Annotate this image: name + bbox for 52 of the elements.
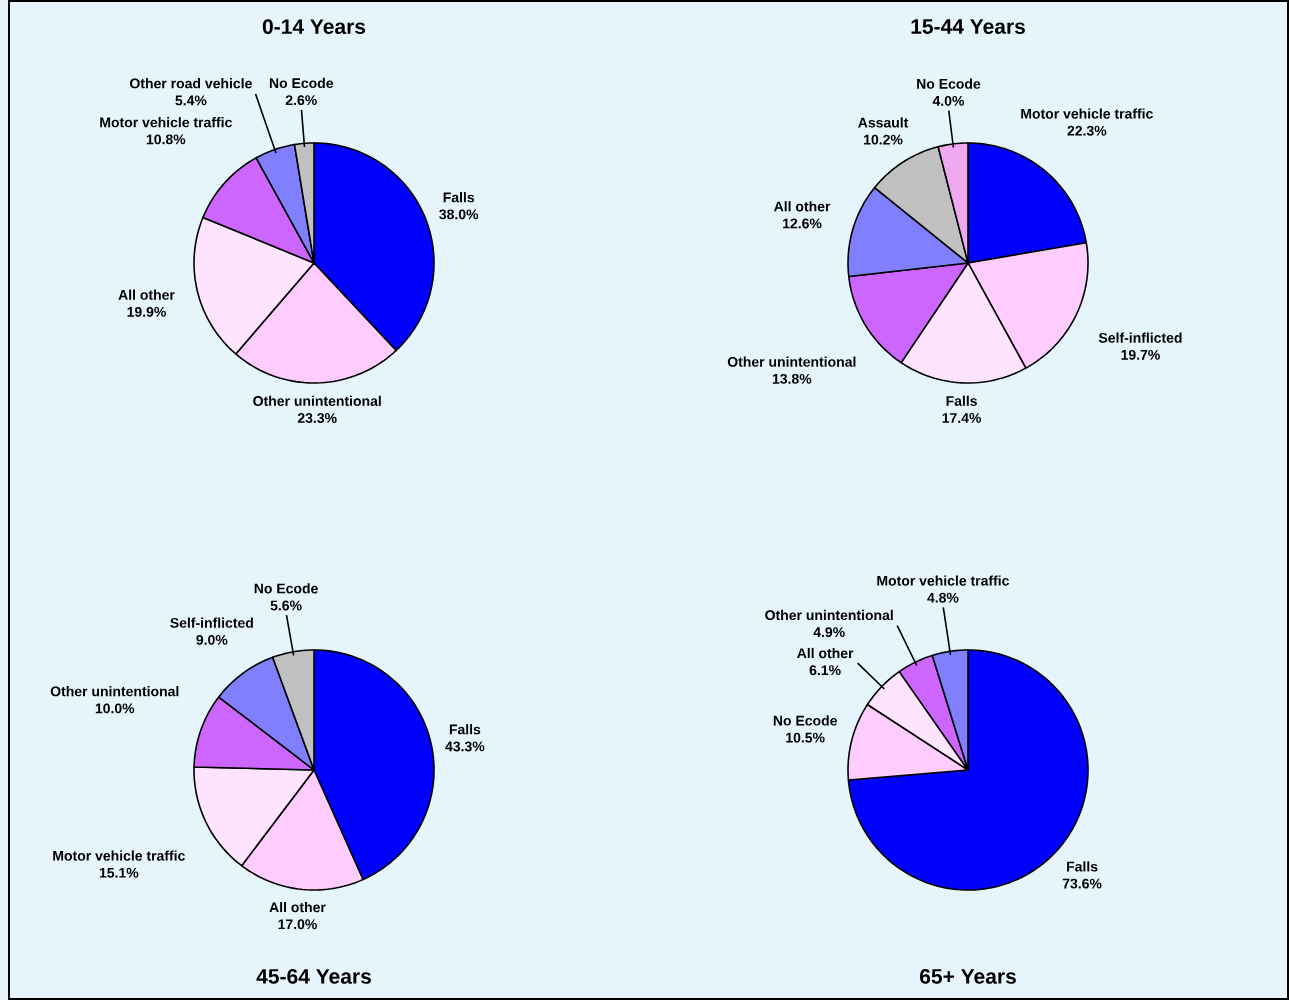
slice-label: Self-inflicted [1098,332,1182,343]
data-label: 15.1% [99,867,139,878]
slice-label: Falls [1067,861,1098,872]
slice-label: All other [797,647,854,659]
data-label: 19.9% [127,306,166,317]
data-label: 38.0% [439,209,479,220]
slice-label: Other unintentional [765,609,893,621]
slice-label: Other unintentional [727,356,856,367]
slice-label: Other unintentional [253,395,381,406]
data-label: 22.3% [1067,125,1107,136]
slice-label: Self-inflicted [170,617,253,628]
slice-label: Motor vehicle traffic [877,575,1010,586]
data-label: 13.8% [772,373,812,384]
data-label: 19.7% [1121,349,1160,360]
slice-label: No Ecode [773,715,837,726]
slice-label: All other [118,289,175,300]
slice-label: Falls [449,724,481,735]
slice-label: Other road vehicle [130,78,252,89]
slice-label: No Ecode [269,77,334,89]
slice-label: Motor vehicle traffic [100,117,232,128]
data-label: 10.8% [146,134,186,145]
data-label: 4.8% [927,592,959,603]
data-label: 12.6% [783,218,822,229]
slice-label: Assault [858,117,909,128]
data-label: 6.1% [809,665,841,676]
slice-label: No Ecode [254,583,318,594]
data-label: 4.9% [813,627,845,638]
data-label: 43.3% [445,741,485,752]
slice-label: No Ecode [917,78,981,89]
text: 65+ Years [920,968,1016,984]
data-label: 4.0% [932,95,965,106]
data-label: 10.2% [864,134,903,145]
data-label: 5.6% [270,600,302,611]
chart-title: 0-14 Years [262,19,366,35]
slice-label: Falls [443,192,475,203]
slice-label: All other [774,201,831,212]
slice-label: Motor vehicle traffic [53,850,185,861]
data-label: 9.0% [196,634,228,645]
slice-label: Other unintentional [50,686,179,697]
data-label: 2.6% [285,95,317,106]
chart-title: 15-44 Years [911,19,1025,34]
data-label: 10.5% [786,732,825,743]
data-label: 5.4% [175,95,207,106]
data-label: 23.3% [297,413,337,423]
data-label: 10.0% [95,703,135,714]
data-label: 73.6% [1062,878,1102,889]
data-label: 17.4% [942,413,982,423]
slice-label: Motor vehicle traffic [1021,108,1153,119]
slice-label: All other [269,901,326,913]
data-label: 17.0% [278,919,317,930]
slice-label: Falls [946,395,977,406]
text: 45-64 Years [256,968,371,984]
